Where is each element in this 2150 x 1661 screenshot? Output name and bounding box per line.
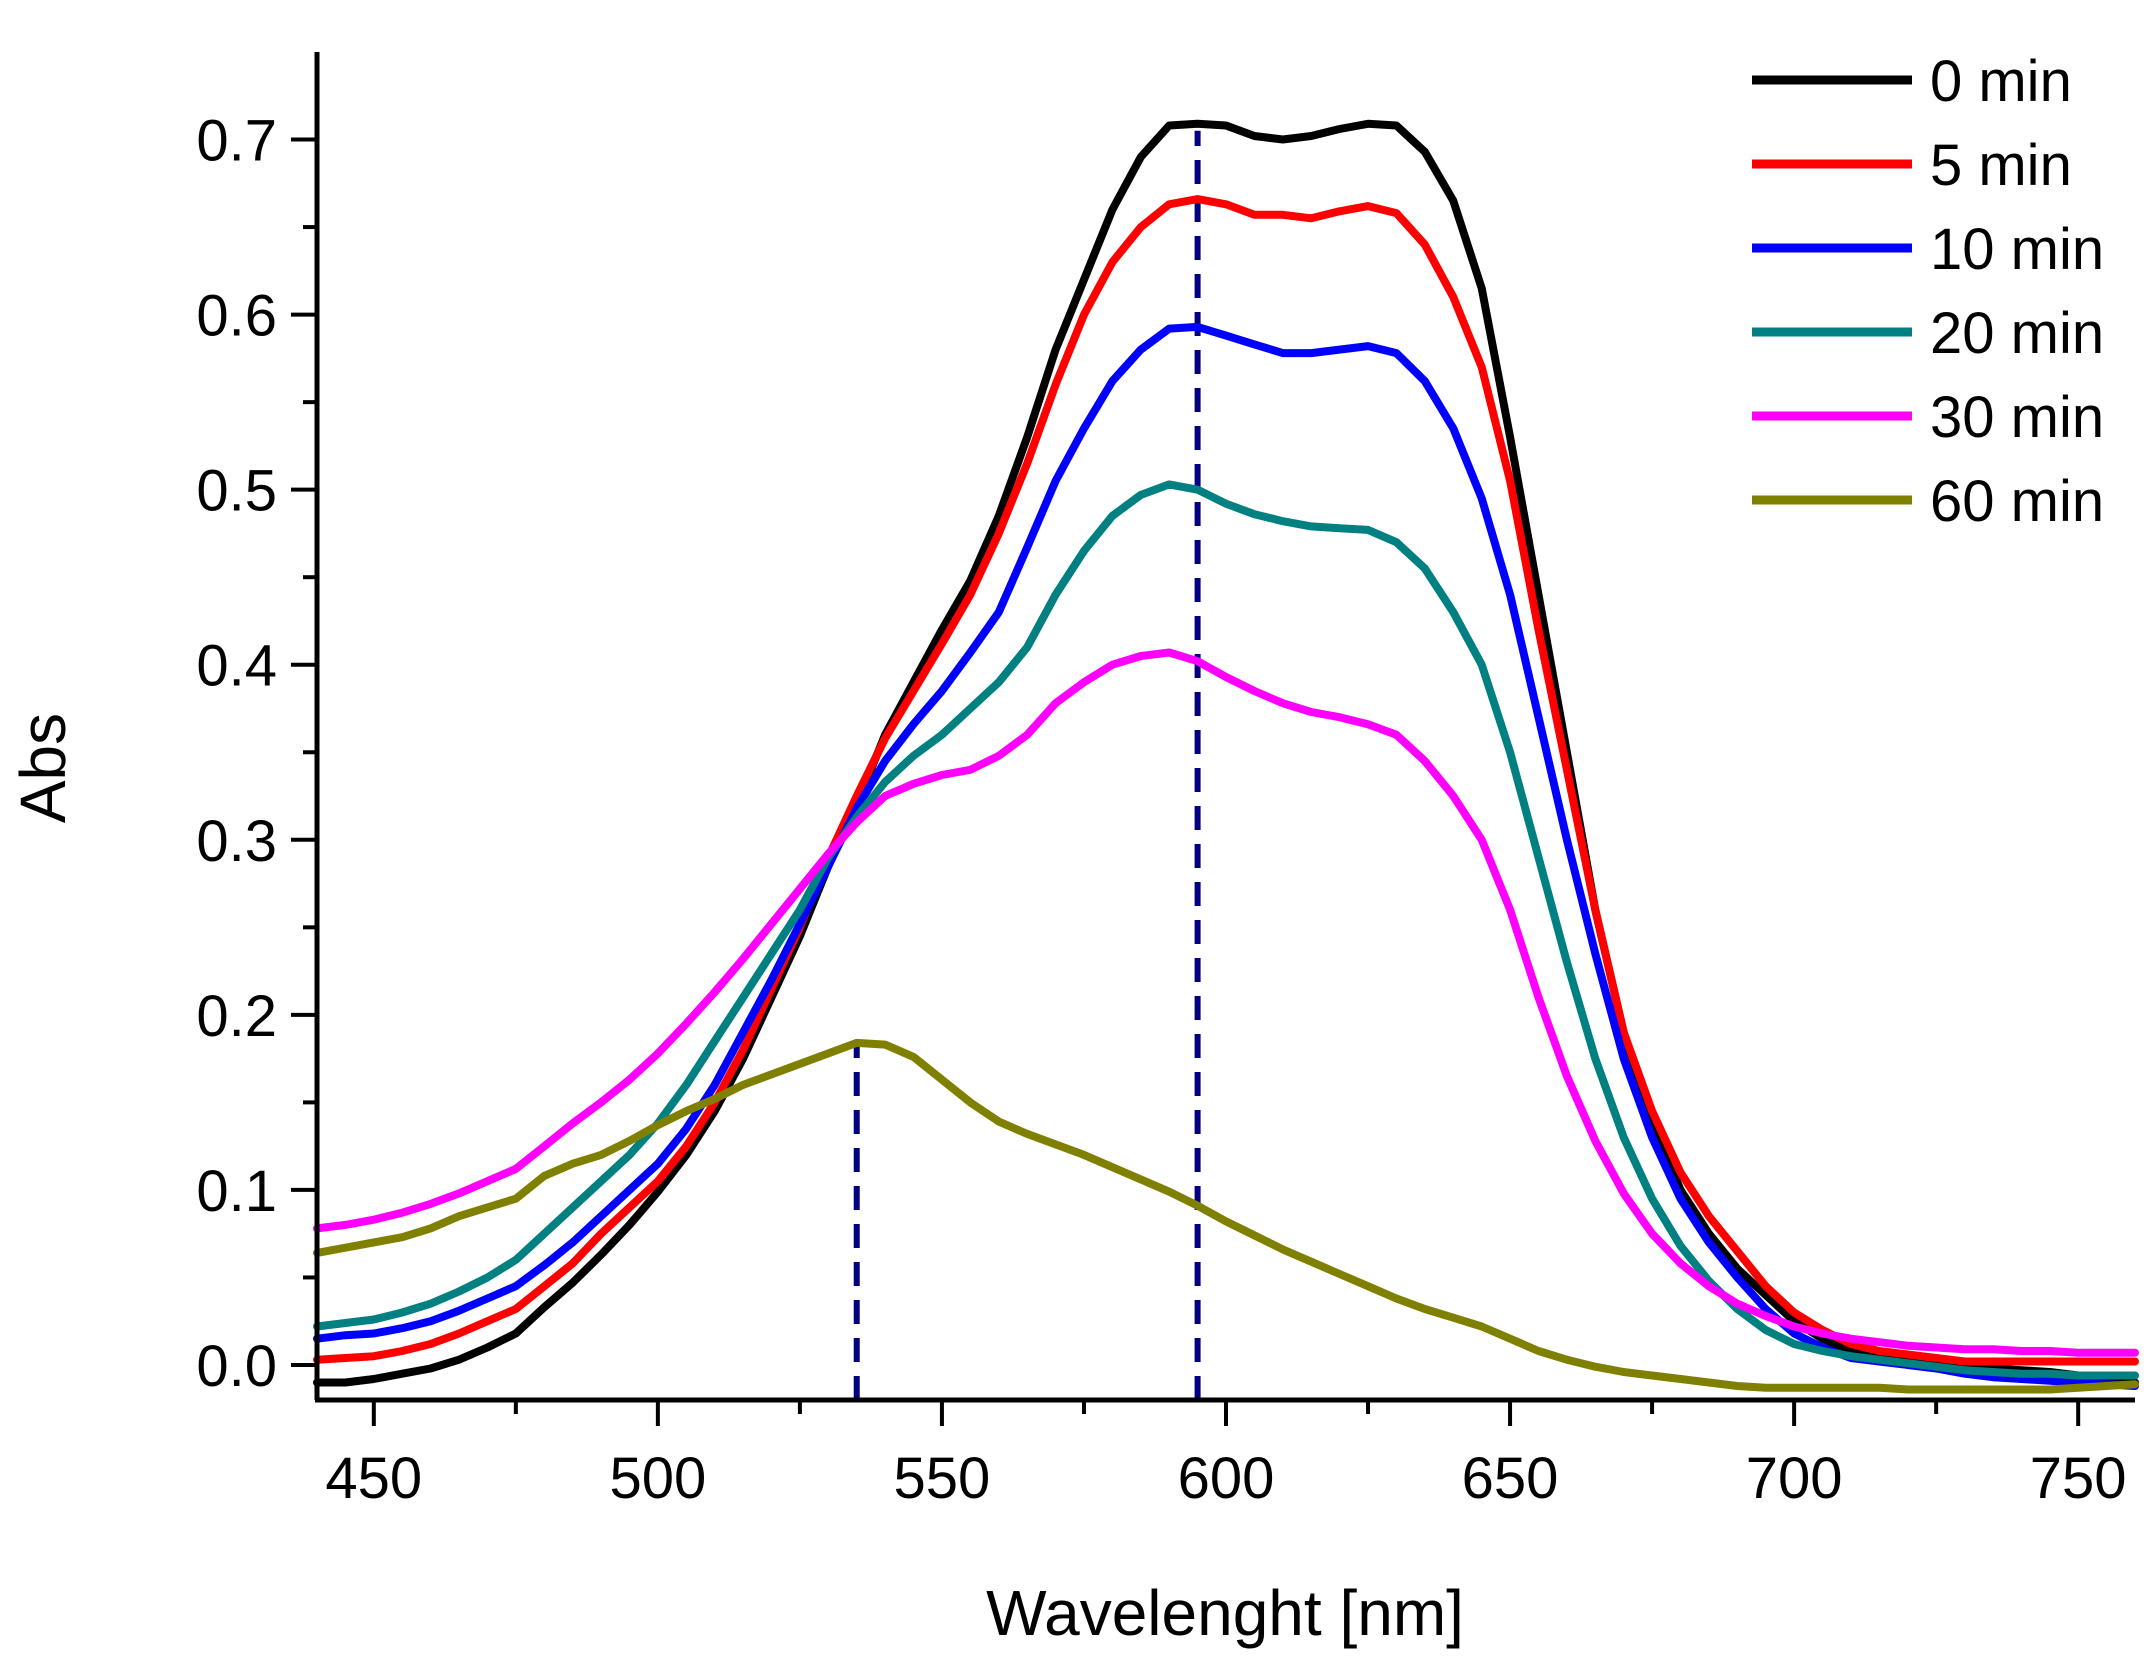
series-lines: [313, 119, 2139, 1394]
series-line-30-min: [313, 648, 2139, 1357]
x-tick-label: 700: [1746, 1446, 1843, 1511]
series-line-10-min: [313, 322, 2139, 1390]
legend-label: 0 min: [1930, 49, 2072, 114]
y-ticks: 0.0 0.1 0.2 0.3 0.4 0.5 0.6 0.7: [196, 109, 317, 1399]
series-line-0-min: [313, 119, 2139, 1387]
x-tick-label: 550: [894, 1446, 991, 1511]
y-tick-label: 0.6: [196, 284, 277, 349]
y-axis-title: Abs: [7, 713, 79, 823]
legend-label: 60 min: [1930, 469, 2104, 534]
series-line-60-min: [313, 1038, 2139, 1394]
legend-label: 10 min: [1930, 217, 2104, 282]
x-axis-title: Wavelenght [nm]: [986, 1577, 1464, 1649]
y-tick-label: 0.2: [196, 984, 277, 1049]
y-tick-label: 0.5: [196, 459, 277, 524]
x-tick-label: 750: [2030, 1446, 2127, 1511]
x-tick-label: 500: [609, 1446, 706, 1511]
legend-label: 20 min: [1930, 301, 2104, 366]
reference-lines: [853, 130, 1201, 1400]
y-tick-label: 0.4: [196, 634, 277, 699]
x-tick-label: 450: [325, 1446, 422, 1511]
y-tick-label: 0.0: [196, 1334, 277, 1399]
x-ticks: 450 500 550 600 650 700 750: [325, 1400, 2127, 1511]
x-tick-label: 650: [1462, 1446, 1559, 1511]
y-tick-label: 0.7: [196, 109, 277, 174]
legend: 0 min 5 min 10 min 20 min 30 min 60 min: [1752, 49, 2104, 534]
series-line-20-min: [313, 480, 2139, 1380]
legend-label: 30 min: [1930, 385, 2104, 450]
legend-label: 5 min: [1930, 133, 2072, 198]
y-tick-label: 0.1: [196, 1159, 277, 1224]
y-tick-label: 0.3: [196, 809, 277, 874]
x-tick-label: 600: [1178, 1446, 1275, 1511]
